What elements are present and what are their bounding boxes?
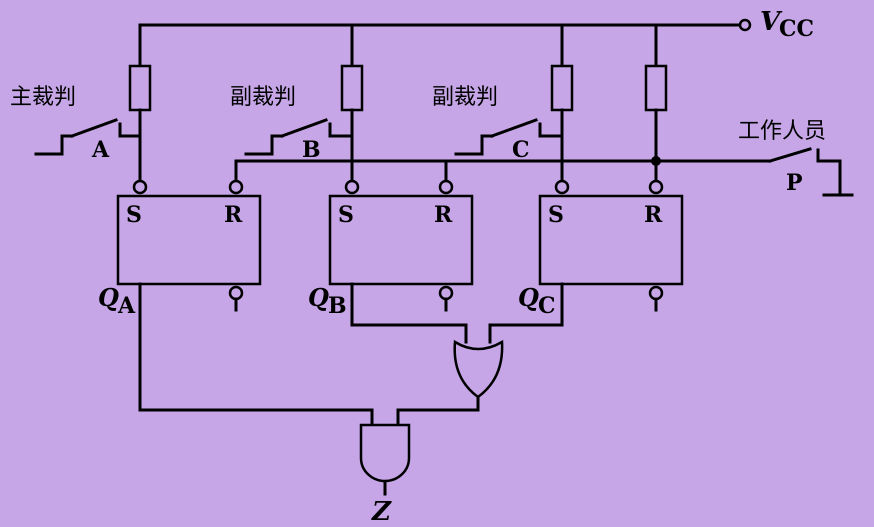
vcc-label: V CC: [760, 7, 814, 42]
flipflop-c: [538, 179, 684, 327]
reset-bus: [234, 159, 772, 182]
switch-a: [34, 118, 142, 156]
switch-c-label: C: [512, 137, 530, 163]
switch-a-label: A: [91, 137, 110, 163]
ff-a-s-label: S: [126, 202, 142, 228]
qc-label: Q C: [518, 283, 556, 319]
ff-b-r-label: R: [434, 202, 453, 228]
svg-text:CC: CC: [779, 16, 814, 42]
svg-text:C: C: [538, 293, 556, 319]
column-b-pullup: [340, 23, 364, 182]
chief-referee-label: 主裁判: [10, 85, 76, 110]
switch-c: [454, 118, 564, 156]
staff-label: 工作人员: [738, 119, 826, 144]
sub-referee-1-label: 副裁判: [230, 85, 296, 110]
svg-text:A: A: [117, 293, 136, 319]
qb-label: Q B: [308, 283, 347, 319]
vcc-rail: [138, 18, 752, 32]
switch-b-label: B: [302, 137, 321, 163]
flipflop-a: [116, 179, 262, 412]
column-c-pullup: [550, 23, 574, 182]
column-a-pullup: [128, 23, 152, 182]
switch-p-label: P: [786, 170, 803, 196]
ff-c-r-label: R: [644, 202, 663, 228]
ff-c-s-label: S: [548, 202, 564, 228]
flipflop-b: [328, 179, 474, 327]
or-gate-wiring: [350, 323, 564, 412]
ff-a-r-label: R: [224, 202, 243, 228]
and-gate: [359, 423, 411, 483]
svg-text:Q: Q: [98, 283, 119, 312]
svg-text:B: B: [328, 293, 347, 319]
sub-referee-2-label: 副裁判: [432, 85, 498, 110]
reset-pullup: [644, 23, 668, 182]
svg-text:V: V: [760, 7, 783, 37]
svg-text:Q: Q: [518, 283, 539, 312]
switch-p: [768, 147, 854, 197]
ff-b-s-label: S: [338, 202, 354, 228]
qa-label: Q A: [98, 283, 136, 319]
output-z-label: Z: [371, 497, 392, 527]
or-gate: [453, 339, 504, 399]
svg-text:Q: Q: [308, 283, 329, 312]
and-gate-wiring: [138, 408, 480, 496]
switch-b: [244, 118, 354, 156]
